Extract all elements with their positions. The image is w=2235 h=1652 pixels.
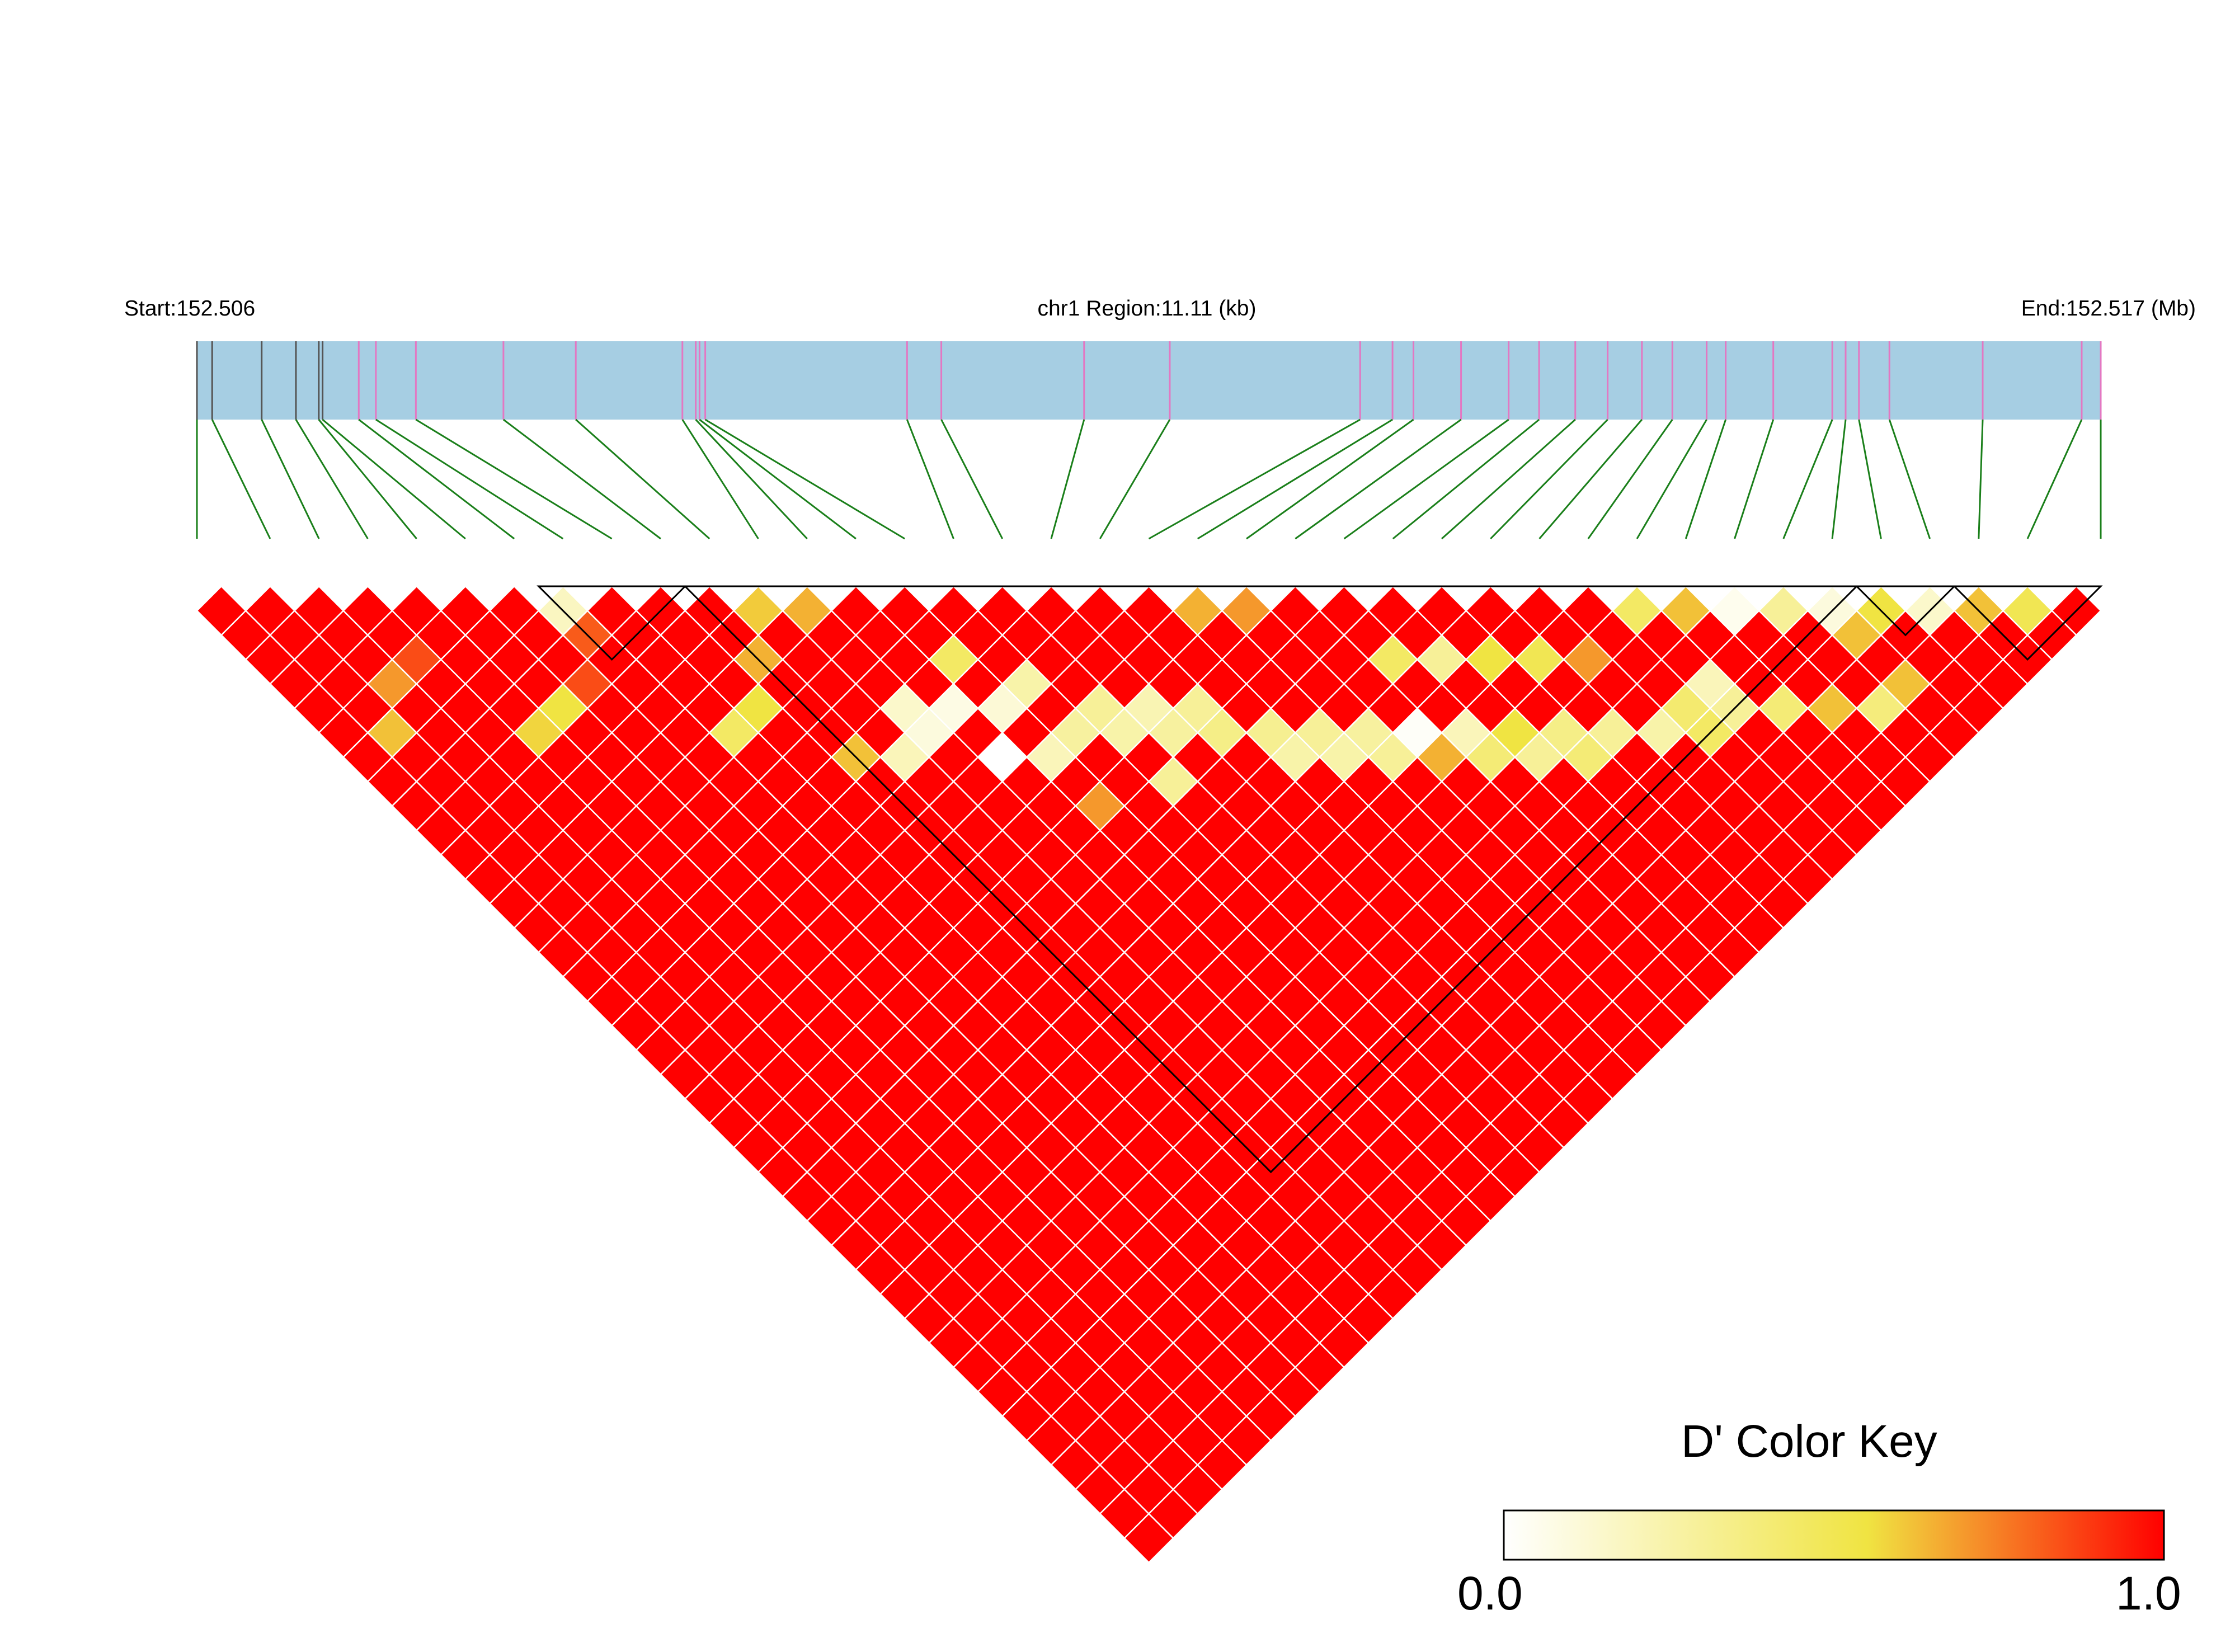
ld-cells (196, 585, 2102, 1564)
snp-connector (906, 419, 954, 539)
ld-block-outlines (537, 585, 2103, 1174)
snp-connector (375, 418, 564, 540)
snp-connector (1831, 419, 1847, 539)
color-key-title: D' Color Key (1681, 1416, 1937, 1467)
snp-connector (1441, 418, 1576, 540)
snp-connector (575, 418, 711, 540)
snp-connector (1490, 418, 1608, 540)
color-key-min-label: 0.0 (1457, 1567, 1523, 1620)
snp-connector (1734, 419, 1775, 539)
snp-connector (358, 418, 515, 540)
snp-connector (502, 418, 661, 540)
color-key-max-label: 1.0 (2116, 1567, 2181, 1620)
gene-bar-rect (197, 341, 2101, 420)
snp-connector-lines (196, 418, 2102, 540)
ld-block-outline (1855, 585, 1956, 637)
snp-connector (1685, 419, 1727, 539)
snp-connector (940, 419, 1004, 539)
snp-connector (1392, 418, 1540, 540)
color-key-gradient-bar (1503, 1509, 2165, 1561)
snp-connector (695, 418, 808, 540)
snp-connector (1295, 418, 1462, 540)
snp-connector (1538, 419, 1643, 539)
snp-connector (1148, 418, 1361, 540)
snp-connector (1099, 419, 1171, 539)
snp-connector (261, 419, 320, 539)
snp-connector (415, 418, 613, 540)
end-position-label: End:152.517 (Mb) (2021, 296, 2196, 321)
snp-connector (1858, 419, 1882, 539)
snp-connector (1343, 418, 1509, 540)
snp-connector (1636, 419, 1707, 539)
ld-block-outline (683, 585, 1859, 1174)
snp-connector (1888, 419, 1931, 539)
start-position-label: Start:152.506 (124, 296, 256, 321)
snp-connector (1978, 419, 1984, 539)
snp-connector (318, 419, 417, 539)
snp-connector (295, 419, 369, 539)
snp-connector (699, 418, 857, 540)
ld-block-outline (537, 585, 688, 661)
snp-connector (681, 419, 759, 539)
snp-connector (1050, 419, 1085, 539)
snp-connector (1246, 418, 1414, 540)
snp-connector (704, 418, 905, 540)
ld-block-outline (1952, 585, 2103, 661)
snp-connector (1782, 419, 1833, 539)
snp-connector (1197, 418, 1393, 540)
snp-connector (2026, 419, 2083, 539)
snp-connector (211, 419, 271, 539)
snp-connector (1587, 419, 1673, 539)
snp-connector (322, 418, 466, 540)
gene-region-bar (196, 341, 2102, 420)
region-label: chr1 Region:11.11 (kb) (1037, 296, 1257, 321)
